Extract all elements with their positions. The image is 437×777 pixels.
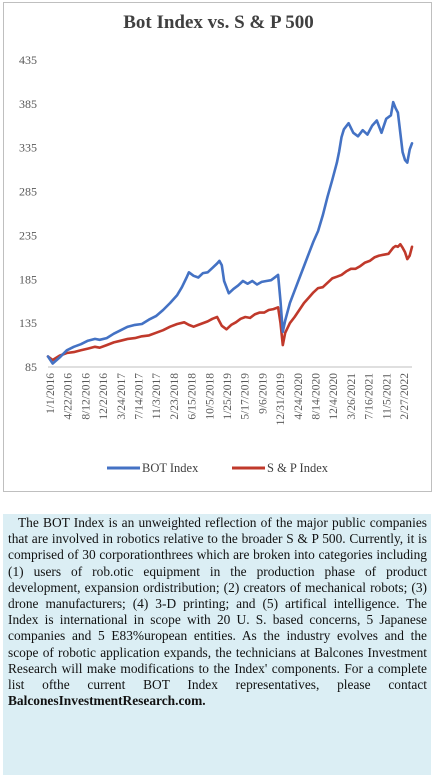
x-tick-label: 10/5/2018 bbox=[204, 373, 216, 420]
y-tick-label: 135 bbox=[19, 316, 37, 330]
y-tick-label: 235 bbox=[19, 228, 37, 242]
description-body: The BOT Index is an unweighted reflectio… bbox=[8, 515, 427, 693]
x-tick-label: 12/31/2019 bbox=[275, 373, 287, 426]
x-tick-label: 8/14/2020 bbox=[311, 373, 323, 420]
description-box: The BOT Index is an unweighted reflectio… bbox=[3, 514, 431, 775]
x-tick-label: 4/22/2016 bbox=[63, 373, 75, 420]
x-tick-label: 7/14/2017 bbox=[134, 373, 146, 420]
chart-frame bbox=[3, 2, 432, 492]
legend-label-bot-index: BOT Index bbox=[142, 461, 199, 475]
description-text: The BOT Index is an unweighted reflectio… bbox=[8, 515, 427, 709]
line-chart: 85 135 185 235 285 335 385 435 1/1/2016 4/22/2016… bbox=[19, 53, 414, 475]
series-line-sp-index bbox=[46, 242, 414, 362]
y-tick-label: 285 bbox=[19, 185, 37, 199]
contact-link[interactable]: BalconesInvestmentResearch.com. bbox=[8, 693, 206, 709]
x-tick-label: 12/4/2020 bbox=[328, 373, 340, 420]
x-tick-label: 3/26/2021 bbox=[346, 373, 358, 420]
x-tick-label: 11/5/2021 bbox=[381, 373, 393, 419]
y-tick-label: 185 bbox=[19, 272, 37, 286]
x-tick-label: 11/3/2017 bbox=[151, 373, 163, 419]
y-tick-label: 435 bbox=[19, 53, 37, 67]
x-tick-label: 1/1/2016 bbox=[45, 373, 57, 414]
chart-title: Bot Index vs. S & P 500 bbox=[123, 12, 314, 33]
x-tick-label: 4/24/2020 bbox=[293, 373, 305, 420]
x-tick-label: 9/6/2019 bbox=[257, 373, 269, 414]
x-tick-label: 6/15/2018 bbox=[187, 373, 199, 420]
x-tick-label: 5/17/2019 bbox=[240, 373, 252, 420]
x-tick-label: 1/25/2019 bbox=[222, 373, 234, 420]
x-tick-label: 2/27/2022 bbox=[399, 373, 411, 420]
x-tick-label: 3/24/2017 bbox=[116, 373, 128, 420]
y-tick-label: 335 bbox=[19, 141, 37, 155]
x-tick-label: 2/23/2018 bbox=[169, 373, 181, 420]
series-line-bot-index bbox=[46, 100, 414, 365]
y-tick-label: 85 bbox=[25, 360, 37, 374]
legend-label-sp-index: S & P Index bbox=[267, 461, 329, 475]
y-tick-label: 385 bbox=[19, 97, 37, 111]
x-tick-label: 8/12/2016 bbox=[80, 373, 92, 420]
x-tick-label: 12/2/2016 bbox=[98, 373, 110, 420]
x-tick-label: 7/16/2021 bbox=[364, 373, 376, 420]
